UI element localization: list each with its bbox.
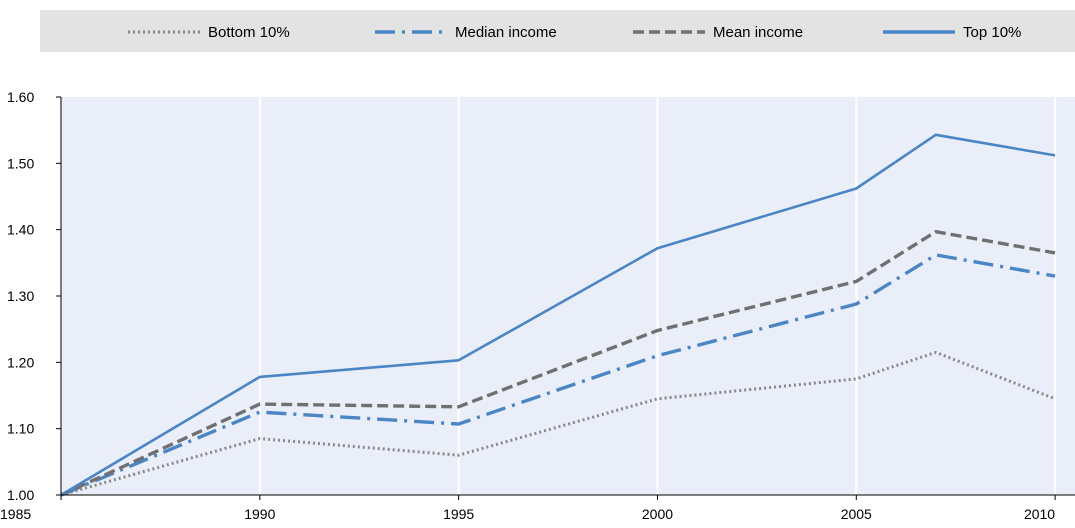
y-tick-label-1.60: 1.60 xyxy=(7,89,34,105)
x-tick-label-1985: 1985 xyxy=(0,506,31,522)
x-tick-label-2005: 2005 xyxy=(841,506,872,522)
legend-label-mean-income: Mean income xyxy=(713,24,803,41)
y-tick-label-1.00: 1.00 xyxy=(7,487,34,503)
y-tick-label-1.10: 1.10 xyxy=(7,421,34,437)
y-tick-label-1.20: 1.20 xyxy=(7,354,34,370)
series-line-mean-income xyxy=(60,229,1056,497)
y-tick-label-1.40: 1.40 xyxy=(7,222,34,238)
legend-label-bottom-10-: Bottom 10% xyxy=(208,24,290,41)
y-tick-label-1.50: 1.50 xyxy=(7,155,34,171)
x-tick-label-1990: 1990 xyxy=(244,506,275,522)
x-tick-label-2010: 2010 xyxy=(1024,506,1055,522)
legend: Bottom 10% Median income Mean income Top 10… xyxy=(128,24,1021,41)
y-tick-label-1.30: 1.30 xyxy=(7,288,34,304)
y-axis-ticks: 1.00 1.10 1.20 1.30 1.40 1.50 1.60 xyxy=(7,89,61,503)
series-line-top-10- xyxy=(60,133,1056,497)
legend-label-top-10-: Top 10% xyxy=(963,24,1021,41)
grid-lines xyxy=(258,97,1057,495)
legend-label-median-income: Median income xyxy=(455,24,557,41)
plot-area xyxy=(61,97,1075,495)
series-line-bottom-10- xyxy=(60,350,1056,497)
x-axis-ticks: 1985 1990 1995 2000 2005 2010 xyxy=(0,495,1056,522)
x-tick-label-1995: 1995 xyxy=(443,506,474,522)
x-tick-label-2000: 2000 xyxy=(642,506,673,522)
series-lines xyxy=(60,133,1056,497)
